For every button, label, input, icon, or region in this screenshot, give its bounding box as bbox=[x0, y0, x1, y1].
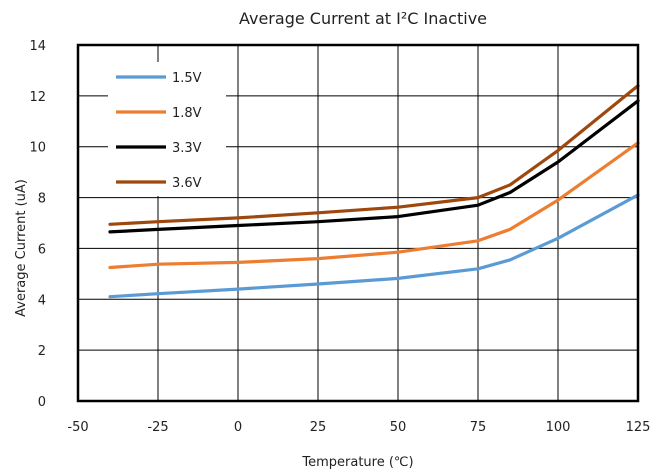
y-tick-label: 4 bbox=[38, 293, 46, 308]
x-tick-label: 50 bbox=[390, 420, 407, 435]
x-tick-label: 75 bbox=[470, 420, 487, 435]
legend-label-3.3V: 3.3V bbox=[172, 141, 202, 156]
gridlines bbox=[77, 44, 639, 402]
x-axis-label: Temperature (℃) bbox=[301, 455, 413, 470]
y-tick-label: 14 bbox=[29, 39, 46, 54]
y-tick-labels: 0 2 4 6 8 10 12 14 bbox=[29, 39, 46, 410]
series-line-1.8V bbox=[108, 141, 640, 270]
plot-frame bbox=[76, 43, 640, 403]
y-tick-label: 0 bbox=[38, 395, 46, 410]
y-tick-label: 2 bbox=[38, 344, 46, 359]
series-line-3.3V bbox=[108, 99, 640, 234]
legend-label-3.6V: 3.6V bbox=[172, 176, 202, 191]
legend-label-1.8V: 1.8V bbox=[172, 106, 202, 121]
y-tick-label: 8 bbox=[38, 192, 46, 207]
chart-title: Average Current at I²C Inactive bbox=[239, 9, 487, 28]
y-axis-label: Average Current (uA) bbox=[14, 179, 29, 317]
x-tick-labels: -50 -25 0 25 50 75 100 125 bbox=[67, 420, 650, 435]
y-tick-label: 10 bbox=[29, 141, 46, 156]
x-tick-label: -50 bbox=[67, 420, 88, 435]
x-tick-label: 100 bbox=[546, 420, 571, 435]
x-tick-label: -25 bbox=[147, 420, 168, 435]
series-line-1.5V bbox=[108, 193, 640, 299]
legend-box bbox=[108, 62, 226, 196]
x-tick-label: 125 bbox=[626, 420, 651, 435]
y-tick-label: 12 bbox=[29, 90, 46, 105]
series-line-3.6V bbox=[108, 84, 640, 226]
x-tick-label: 0 bbox=[234, 420, 242, 435]
legend-label-1.5V: 1.5V bbox=[172, 71, 202, 86]
series-layer bbox=[108, 84, 640, 299]
y-tick-label: 6 bbox=[38, 242, 46, 257]
x-tick-label: 25 bbox=[310, 420, 327, 435]
legend: 1.5V 1.8V 3.3V 3.6V bbox=[116, 71, 202, 191]
